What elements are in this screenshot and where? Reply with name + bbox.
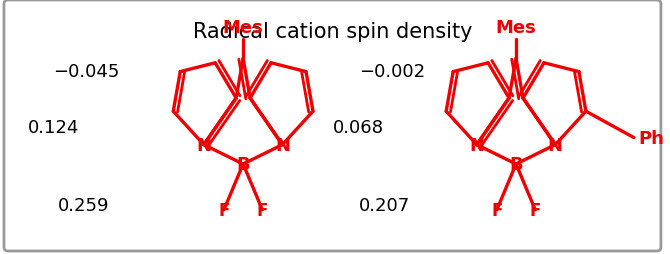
Text: −0.002: −0.002 [359,63,425,81]
Text: 0.207: 0.207 [359,196,411,214]
Text: B: B [509,155,523,173]
Text: N: N [548,136,563,154]
Text: N: N [196,136,211,154]
Text: 0.068: 0.068 [332,119,383,136]
Text: Mes: Mes [222,19,263,36]
Text: Ph: Ph [639,129,664,147]
FancyBboxPatch shape [4,1,661,251]
Text: −0.045: −0.045 [54,63,120,81]
Text: 0.124: 0.124 [27,119,79,136]
Text: F: F [257,201,268,219]
Text: N: N [469,136,484,154]
Text: F: F [491,201,502,219]
Text: F: F [218,201,230,219]
Text: 0.259: 0.259 [58,196,109,214]
Text: B: B [237,155,250,173]
Text: Radical cation spin density: Radical cation spin density [193,22,472,42]
Text: F: F [529,201,541,219]
Text: Mes: Mes [496,19,537,36]
Text: N: N [275,136,290,154]
